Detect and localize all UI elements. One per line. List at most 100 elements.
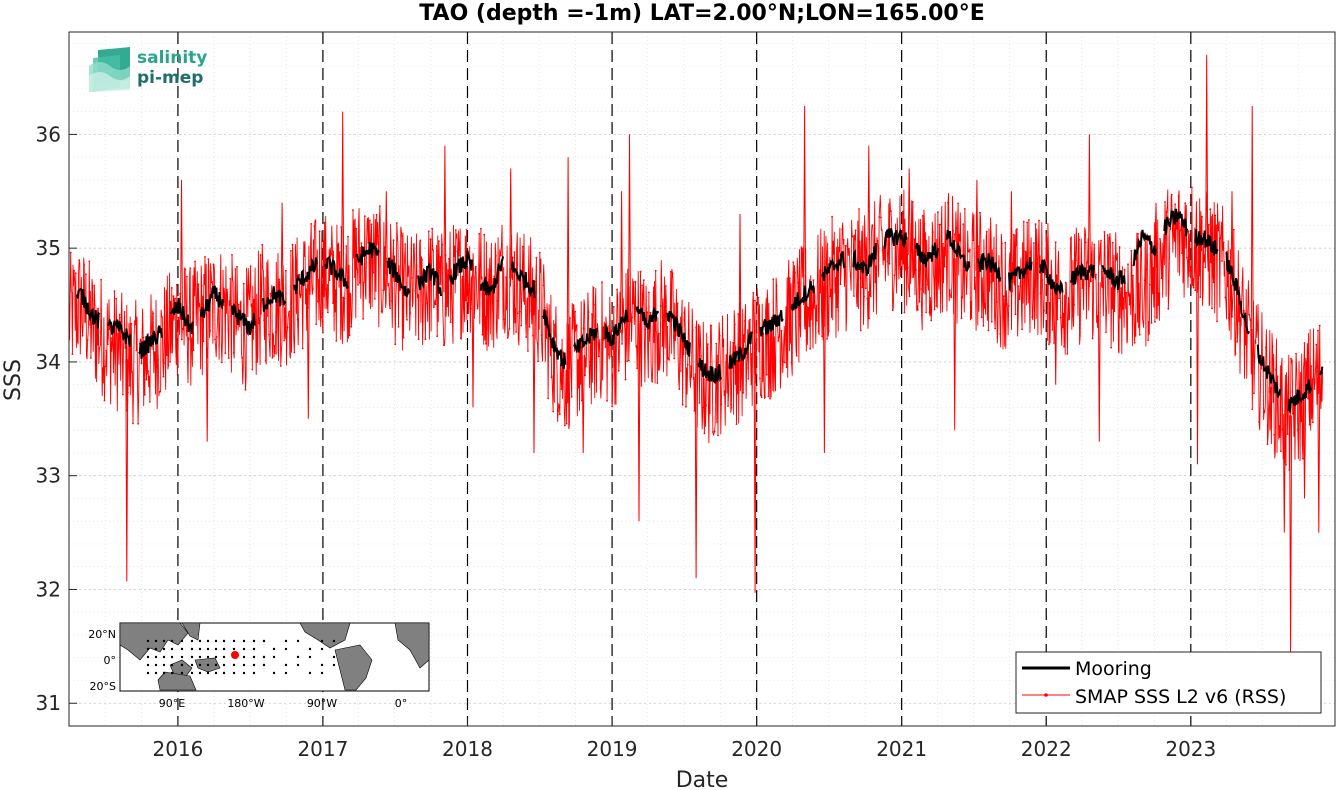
inset-buoy-dot [146,663,150,667]
smap-point [550,376,553,379]
smap-point [443,344,445,347]
smap-point [187,337,190,340]
smap-point [1175,227,1178,230]
smap-point [402,336,405,339]
smap-point [303,255,306,257]
mooring-segment [1070,261,1095,285]
smap-point [453,255,455,258]
inset-lat-label-20s: 20°S [90,680,116,693]
smap-point [938,223,941,226]
smap-point [782,360,785,363]
smap-point [142,336,145,339]
smap-point [382,289,385,292]
mooring-segment [1039,259,1064,296]
smap-point [1007,305,1010,307]
smap-point [891,309,894,312]
smap-point [360,242,363,245]
inset-buoy-dot [232,671,236,675]
smap-point [286,326,289,329]
smap-point [540,334,543,336]
smap-point [775,284,778,287]
smap-point [666,325,669,328]
smap-point [419,239,422,242]
smap-point [1216,320,1218,323]
smap-point [363,215,366,218]
smap-point [1081,287,1084,289]
smap-spike [1268,387,1272,431]
smap-point [432,306,435,309]
smap-point [1307,397,1309,400]
smap-point [1258,421,1260,423]
legend-swatch-smap-dot [1044,693,1048,697]
smap-point [73,269,75,272]
smap-point [98,347,101,350]
smap-point [315,323,318,325]
smap-point [469,307,472,310]
smap-point [174,297,177,300]
smap-point [790,361,793,364]
smap-point [1056,318,1059,321]
smap-point [584,374,586,377]
smap-point [1150,322,1153,324]
smap-point [1229,249,1232,252]
inset-buoy-dot [154,639,158,643]
smap-point [735,423,738,425]
smap-point [732,341,734,344]
smap-point [1036,258,1039,260]
smap-point [128,384,131,387]
smap-point [199,309,202,312]
smap-point [256,361,259,363]
smap-point [642,279,645,281]
smap-point [836,306,838,309]
mooring-segment [386,257,411,298]
smap-point [266,314,269,317]
smap-point [175,283,178,286]
inset-buoy-dot [198,663,202,667]
smap-point [1291,412,1294,415]
smap-point [204,256,206,258]
smap-point [133,320,136,322]
inset-buoy-dot [308,647,312,651]
smap-point [612,305,615,308]
inset-buoy-dot [162,647,166,651]
smap-point [525,336,528,338]
smap-point [1137,232,1139,235]
smap-point [953,233,956,236]
smap-spike [1196,242,1199,465]
smap-point [685,405,687,408]
smap-point [296,318,299,321]
smap-point [86,339,89,342]
mooring-segment [417,263,442,297]
smap-spike [509,168,513,279]
smap-point [767,395,770,398]
smap-point [787,277,790,279]
smap-point [389,307,391,310]
mooring-segment [976,252,1002,282]
smap-point [987,329,990,332]
smap-point [982,325,985,327]
smap-point [118,313,121,316]
smap-point [594,303,597,306]
legend: Mooring SMAP SSS L2 v6 (RSS) [1015,651,1322,714]
smap-point [888,262,891,265]
smap-point [950,296,953,299]
smap-point [456,250,459,253]
smap-point [1273,433,1276,436]
smap-point [1219,237,1222,240]
smap-point [1117,291,1119,293]
smap-point [1189,270,1192,272]
smap-point [933,308,936,311]
smap-point [485,342,487,345]
smap-spike [1317,377,1321,533]
smap-point [439,256,442,258]
smap-point [940,223,943,226]
smap-point [1290,357,1292,360]
smap-point [1105,331,1107,333]
smap-point [985,230,988,233]
mooring-segment [1008,257,1033,291]
smap-point [101,367,104,369]
smap-point [1044,272,1047,275]
smap-point [96,343,99,346]
smap-point [797,281,800,284]
smap-point [1138,333,1141,336]
